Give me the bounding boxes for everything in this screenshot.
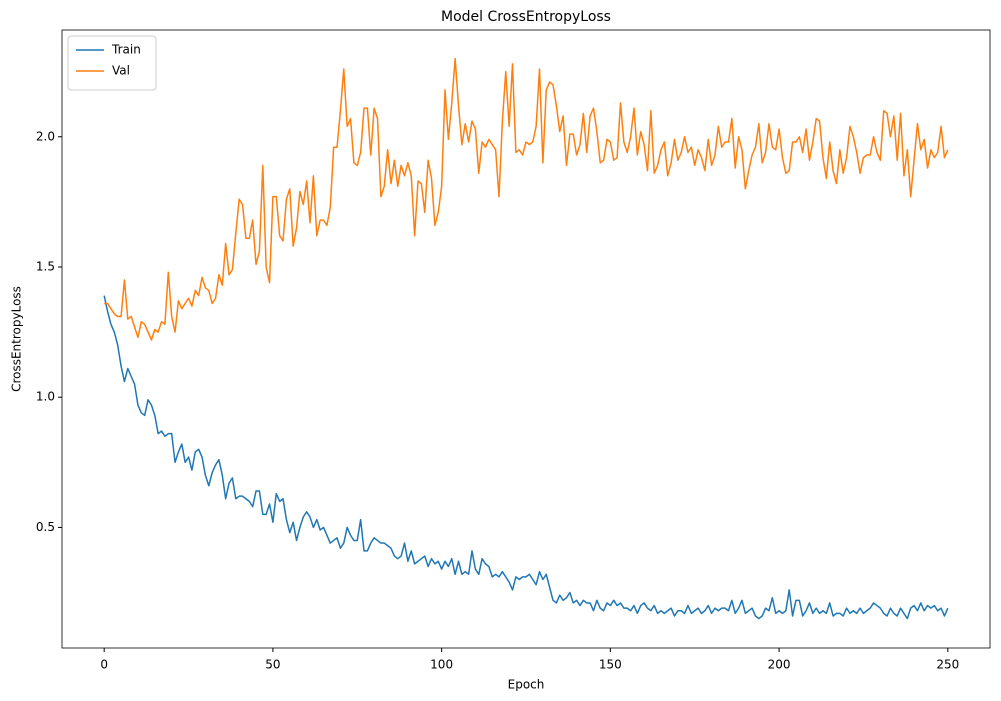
legend-label: Train [111,43,141,57]
x-tick-label: 50 [265,658,280,672]
y-tick-label: 1.5 [36,259,55,273]
x-tick-label: 250 [936,658,959,672]
x-tick-label: 100 [430,658,453,672]
line-series [103,295,949,620]
y-tick-label: 1.0 [36,390,55,404]
y-tick-label: 2.0 [36,129,55,143]
x-axis-label: Epoch [508,678,545,692]
chart-title: Model CrossEntropyLoss [441,9,611,25]
axes-frame [61,29,991,649]
y-tick-label: 0.5 [36,520,55,534]
y-axis-label: CrossEntropyLoss [10,286,24,392]
x-tick-label: 150 [599,658,622,672]
x-tick-label: 0 [100,658,108,672]
line-series [104,57,949,341]
legend-label: Val [112,64,130,78]
x-tick-label: 200 [768,658,791,672]
